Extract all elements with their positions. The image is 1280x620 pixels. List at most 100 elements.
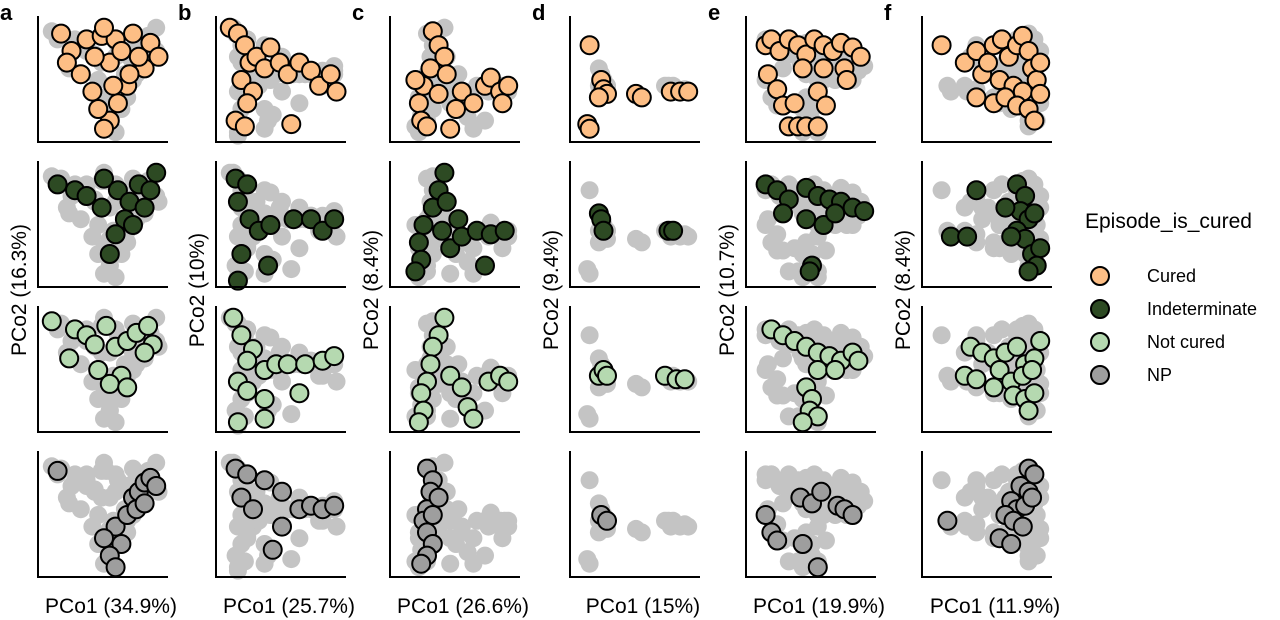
data-point — [957, 226, 978, 247]
axis-spines — [745, 161, 876, 288]
axis-spines — [569, 306, 700, 433]
subplot-not-cured — [745, 306, 876, 433]
data-point — [813, 58, 834, 79]
data-point — [411, 383, 432, 404]
background-point — [228, 558, 247, 577]
axis-spines — [215, 306, 346, 433]
background-point — [290, 239, 309, 258]
background-point — [580, 264, 599, 283]
panel-columns: a PCo1 (34.9%) PCo2 (16.3%) b PCo1 (25.7%) PC… — [0, 0, 1060, 618]
data-point — [966, 369, 987, 390]
data-point — [324, 346, 345, 367]
legend-item: Cured — [1090, 266, 1196, 286]
axis-spines — [745, 451, 876, 578]
background-point — [97, 461, 116, 480]
background-point — [675, 515, 694, 534]
data-point — [836, 70, 857, 90]
data-point — [283, 209, 304, 230]
panel-letter: c — [352, 0, 364, 25]
data-point — [579, 35, 600, 56]
data-point — [231, 70, 252, 90]
data-point — [277, 354, 298, 375]
y-axis-label: PCo2 (10%) — [186, 233, 209, 347]
data-point — [494, 220, 515, 241]
data-point — [1012, 516, 1033, 537]
background-point — [632, 233, 651, 252]
data-point — [983, 377, 1004, 398]
background-point — [273, 227, 291, 246]
data-point — [420, 354, 441, 375]
data-point — [436, 64, 457, 85]
panel-letter: e — [708, 0, 720, 25]
data-point — [88, 99, 109, 119]
background-point — [106, 413, 125, 432]
data-point — [326, 81, 347, 102]
background-point — [793, 558, 812, 577]
data-point — [281, 114, 302, 135]
subplot-indeterminate — [921, 161, 1052, 288]
background-point — [464, 119, 483, 138]
data-point — [446, 99, 466, 119]
data-point — [41, 311, 62, 332]
data-point — [767, 530, 788, 551]
data-point — [995, 197, 1016, 218]
background-point — [263, 105, 282, 124]
data-point — [146, 476, 167, 496]
data-point — [107, 180, 128, 201]
data-point — [138, 315, 159, 336]
data-point — [47, 460, 68, 481]
data-point — [773, 203, 793, 224]
data-point — [96, 315, 117, 336]
background-point — [290, 529, 309, 548]
background-point — [255, 181, 274, 200]
data-point — [593, 220, 614, 241]
data-point — [440, 365, 461, 386]
background-point — [238, 526, 257, 545]
background-point — [89, 506, 108, 524]
data-point — [111, 41, 132, 61]
axis-spines — [921, 306, 1052, 433]
subplot-indeterminate — [569, 161, 700, 288]
data-point — [231, 487, 252, 508]
data-point — [111, 534, 132, 554]
panel-a: a PCo1 (34.9%) PCo2 (16.3%) — [0, 0, 177, 618]
legend-marker — [1090, 299, 1110, 319]
data-point — [451, 81, 472, 102]
background-point — [106, 268, 125, 287]
data-point — [254, 408, 275, 429]
background-point — [756, 216, 775, 234]
background-point — [290, 94, 309, 113]
background-point — [967, 515, 986, 534]
background-point — [816, 241, 835, 260]
data-point — [146, 162, 167, 183]
data-point — [480, 67, 501, 88]
axis-spines — [215, 16, 346, 143]
data-point — [408, 232, 429, 253]
data-point — [937, 510, 958, 531]
background-point — [774, 349, 792, 368]
data-point — [1022, 487, 1043, 508]
data-point — [579, 118, 600, 139]
data-point — [434, 307, 455, 328]
axis-spines — [569, 161, 700, 288]
data-point — [254, 389, 275, 409]
background-point — [255, 326, 274, 345]
data-point — [231, 325, 252, 346]
subplot-cured — [921, 16, 1052, 143]
data-point — [792, 412, 813, 433]
x-axis-label: PCo1 (25.7%) — [223, 595, 355, 618]
data-point — [850, 46, 871, 67]
background-point — [932, 181, 951, 200]
subplot-np — [215, 451, 346, 580]
background-point — [756, 361, 775, 379]
data-point — [966, 180, 987, 201]
background-point — [282, 260, 301, 279]
data-point — [237, 464, 258, 485]
background-point — [932, 471, 951, 490]
background-point — [580, 326, 599, 345]
data-point — [272, 516, 292, 537]
legend-item: Not cured — [1090, 332, 1225, 352]
data-point — [674, 369, 695, 390]
data-point — [148, 46, 169, 67]
